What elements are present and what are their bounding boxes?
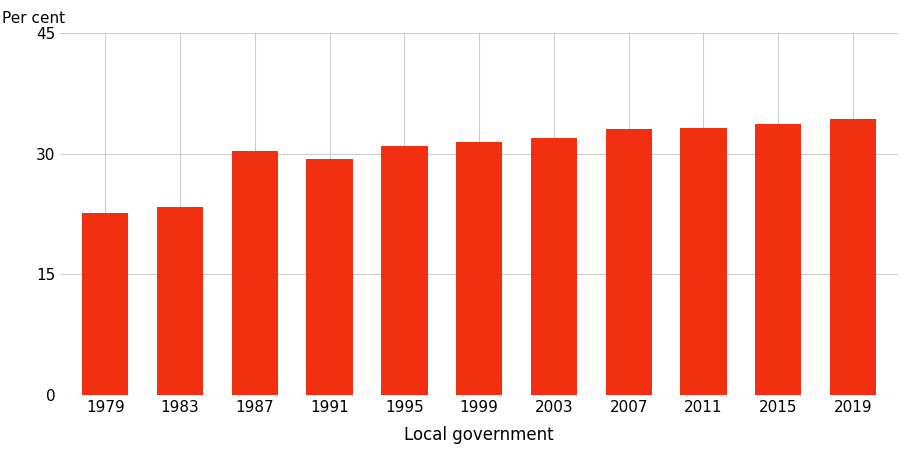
Text: Per cent: Per cent — [2, 11, 65, 26]
Bar — [82, 213, 128, 395]
Bar — [157, 207, 204, 395]
Bar — [381, 146, 427, 395]
Bar — [830, 119, 876, 395]
Bar — [755, 124, 802, 395]
X-axis label: Local government: Local government — [405, 426, 554, 444]
Bar — [232, 151, 278, 395]
Bar — [306, 158, 353, 395]
Bar — [680, 128, 726, 395]
Bar — [531, 138, 577, 395]
Bar — [605, 129, 652, 395]
Bar — [456, 142, 503, 395]
